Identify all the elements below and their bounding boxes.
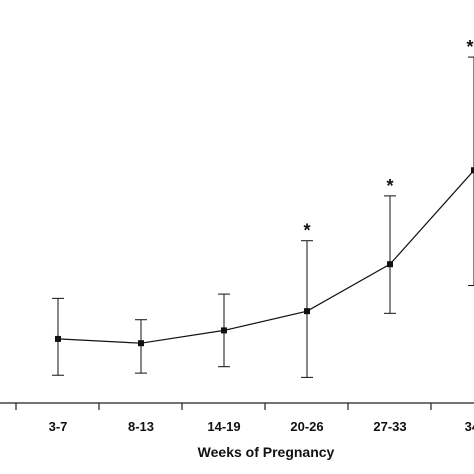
error-bars	[52, 56, 474, 378]
x-tick-label: 8-13	[128, 419, 154, 434]
x-tick-label: 3-7	[49, 419, 68, 434]
x-tick-label: 20-26	[290, 419, 323, 434]
data-point	[138, 340, 144, 347]
data-point	[471, 167, 474, 174]
significance-asterisk: *	[303, 221, 310, 241]
x-tick-labels: 3-7 8-13 14-19 20-26 27-33 34-	[49, 419, 474, 434]
x-tick-label: 14-19	[207, 419, 240, 434]
x-tick-label: 27-33	[373, 419, 406, 434]
significance-asterisk: *	[466, 37, 473, 57]
data-markers	[55, 167, 474, 347]
data-point	[387, 261, 393, 268]
series-line	[57, 169, 474, 344]
x-tick-label: 34-	[465, 419, 474, 434]
data-point	[221, 327, 227, 334]
data-point	[55, 335, 61, 342]
significance-marks: * * *	[303, 37, 473, 241]
significance-asterisk: *	[386, 176, 393, 196]
x-axis-title: Weeks of Pregnancy	[198, 444, 335, 460]
data-point	[304, 308, 310, 315]
x-ticks	[15, 403, 432, 410]
